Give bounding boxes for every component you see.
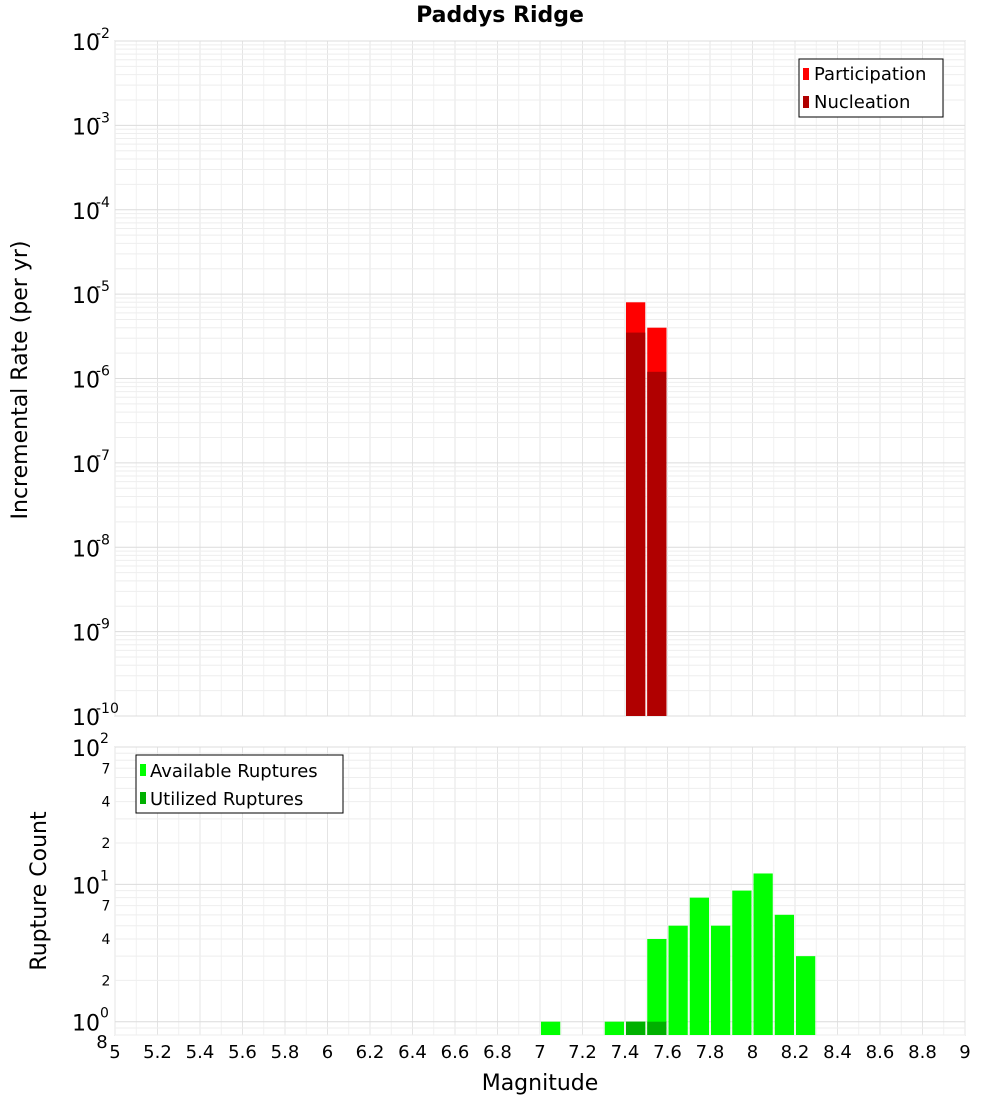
top-y-tick-exponent: -6	[96, 364, 110, 380]
x-tick-label: 7.4	[611, 1042, 640, 1063]
x-tick-label: 7.2	[568, 1042, 597, 1063]
bottom-y-tick-exponent: 2	[100, 731, 109, 747]
x-tick-label: 6.8	[483, 1042, 512, 1063]
bar-available-ruptures	[774, 914, 794, 1035]
bottom-y-tick-exponent: 1	[100, 868, 109, 884]
top-y-tick-label: 10	[72, 115, 100, 140]
bar-available-ruptures	[796, 956, 816, 1035]
legend-swatch-nucleation	[803, 96, 809, 108]
top-legend: Participation Nucleation	[798, 58, 944, 118]
top-gridlines	[114, 40, 966, 717]
top-y-tick-label: 10	[72, 537, 100, 562]
top-legend-box	[798, 58, 944, 118]
x-tick-label: 5.2	[143, 1042, 172, 1063]
bottom-y-tick-label: 2	[102, 973, 111, 989]
x-tick-label: 8.6	[866, 1042, 895, 1063]
bar-available-ruptures	[541, 1021, 561, 1035]
bottom-y-tick-label: 4	[102, 795, 111, 811]
top-y-axis-label: Incremental Rate (per yr)	[8, 241, 33, 520]
x-tick-label: 6	[322, 1042, 333, 1063]
x-tick-label: 5	[109, 1042, 120, 1063]
bottom-y-tick-label: 2	[102, 836, 111, 852]
top-y-tick-exponent: -3	[96, 110, 110, 126]
bar-available-ruptures	[711, 925, 731, 1035]
x-tick-labels: 5 5.2 5.4 5.6 5.8 6 6.2 6.4 6.6 6.8 7 7.2 7.4 7.6 7.8 8…	[109, 1042, 970, 1063]
x-tick-label: 8.4	[823, 1042, 852, 1063]
bar-nucleation	[647, 371, 667, 716]
bottom-bars	[541, 873, 816, 1035]
legend-label-participation: Participation	[814, 64, 926, 85]
top-y-tick-label: 10	[72, 31, 100, 56]
chart-title: Paddys Ridge	[416, 3, 584, 28]
top-y-tick-label: 10	[72, 200, 100, 225]
x-tick-label: 7.6	[653, 1042, 682, 1063]
bottom-y-tick-label: 10	[72, 874, 100, 899]
bottom-y-tick-label: 7	[102, 899, 111, 915]
legend-label-utilized-ruptures: Utilized Ruptures	[150, 789, 303, 810]
x-tick-label: 6.4	[398, 1042, 427, 1063]
bottom-y-tick-label: 10	[72, 1012, 100, 1037]
legend-swatch-participation	[803, 68, 809, 80]
bar-utilized-ruptures	[626, 1021, 646, 1035]
bar-available-ruptures	[689, 897, 709, 1035]
top-y-tick-label: 10	[72, 369, 100, 394]
x-tick-label: 6.6	[441, 1042, 470, 1063]
x-tick-label: 5.6	[228, 1042, 257, 1063]
bar-available-ruptures	[753, 873, 773, 1035]
bottom-legend: Available Ruptures Utilized Ruptures	[135, 754, 344, 814]
x-tick-label: 8.8	[908, 1042, 937, 1063]
top-y-tick-label: 10	[72, 284, 100, 309]
bar-available-ruptures	[732, 890, 752, 1035]
bottom-legend-box	[135, 754, 344, 814]
x-tick-label: 5.8	[271, 1042, 300, 1063]
top-y-tick-exponent: -2	[96, 26, 110, 42]
x-tick-label: 5.4	[186, 1042, 215, 1063]
x-tick-label: 9	[959, 1042, 970, 1063]
top-y-tick-exponent: -7	[96, 448, 110, 464]
top-y-tick-labels: 10-210-310-410-510-610-710-810-910-10	[72, 26, 119, 731]
x-tick-label: 6.2	[356, 1042, 385, 1063]
x-tick-label: 7	[534, 1042, 545, 1063]
legend-swatch-utilized-ruptures	[140, 792, 146, 804]
bottom-y-axis-label: Rupture Count	[27, 811, 52, 971]
bottom-y-tick-label: 8	[96, 1032, 107, 1053]
bottom-y-tick-label: 7	[102, 761, 111, 777]
top-y-tick-exponent: -10	[96, 701, 119, 717]
top-y-tick-exponent: -8	[96, 532, 110, 548]
top-bars	[626, 302, 667, 716]
bottom-y-tick-exponent: 0	[100, 1006, 109, 1022]
top-y-tick-exponent: -5	[96, 279, 110, 295]
bar-available-ruptures	[647, 939, 667, 1035]
x-tick-label: 8	[747, 1042, 758, 1063]
bar-utilized-ruptures	[647, 1021, 667, 1035]
legend-swatch-available-ruptures	[140, 764, 146, 776]
x-tick-label: 8.2	[781, 1042, 810, 1063]
legend-label-available-ruptures: Available Ruptures	[150, 761, 318, 782]
top-y-tick-label: 10	[72, 453, 100, 478]
top-y-tick-label: 10	[72, 706, 100, 731]
top-y-tick-label: 10	[72, 622, 100, 647]
top-y-tick-exponent: -4	[96, 195, 110, 211]
top-chart-panel: 10-210-310-410-510-610-710-810-910-10 In…	[8, 26, 966, 731]
x-axis-label: Magnitude	[482, 1071, 599, 1096]
x-tick-label: 7.8	[696, 1042, 725, 1063]
bar-available-ruptures	[604, 1021, 624, 1035]
top-y-tick-exponent: -9	[96, 617, 110, 633]
legend-label-nucleation: Nucleation	[814, 92, 910, 113]
bottom-y-tick-label: 10	[72, 737, 100, 762]
bottom-y-tick-label: 4	[102, 932, 111, 948]
bar-available-ruptures	[668, 925, 688, 1035]
bar-nucleation	[626, 332, 646, 716]
